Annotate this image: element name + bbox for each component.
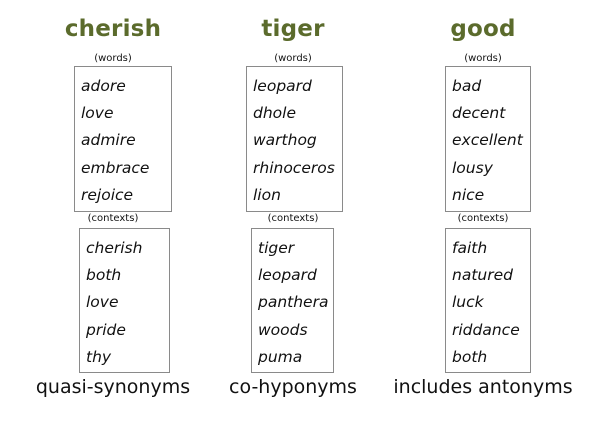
- words-box: bad decent excellent lousy nice: [445, 66, 531, 212]
- column-cherish: cherish (words) adore love admire embrac…: [23, 0, 203, 422]
- words-box: adore love admire embrace rejoice: [74, 66, 172, 212]
- context-item: pride: [86, 320, 126, 339]
- words-label: (words): [94, 53, 132, 64]
- word-item: excellent: [452, 131, 523, 150]
- context-item: panthera: [258, 293, 329, 312]
- context-item: both: [86, 266, 122, 285]
- word-item: lousy: [452, 158, 493, 177]
- column-tiger: tiger (words) leopard dhole warthog rhin…: [203, 0, 383, 422]
- word-item: nice: [452, 185, 485, 204]
- context-item: leopard: [258, 266, 317, 285]
- contexts-label: (contexts): [457, 213, 509, 224]
- contexts-label: (contexts): [87, 213, 139, 224]
- word-item: rejoice: [81, 185, 134, 204]
- word-item: warthog: [253, 131, 317, 150]
- word-item: lion: [253, 185, 281, 204]
- word-item: bad: [452, 77, 482, 95]
- context-item: tiger: [258, 239, 295, 257]
- word-item: embrace: [81, 158, 150, 177]
- context-item: love: [86, 293, 119, 312]
- column-title: cherish: [64, 16, 162, 42]
- words-label: (words): [464, 53, 502, 64]
- contexts-box: cherish both love pride thy: [79, 228, 170, 373]
- contexts-box: faith natured luck riddance both: [445, 228, 531, 373]
- context-item: faith: [452, 239, 488, 257]
- context-item: woods: [258, 320, 308, 339]
- word-item: dhole: [253, 104, 296, 123]
- word-item: decent: [452, 104, 506, 123]
- column-title: good: [450, 16, 516, 42]
- context-item: luck: [452, 293, 484, 312]
- column-good: good (words) bad decent excellent lousy …: [393, 0, 573, 422]
- word-item: love: [81, 104, 114, 123]
- contexts-box: tiger leopard panthera woods puma: [251, 228, 334, 373]
- column-caption: quasi-synonyms: [35, 376, 191, 398]
- word-item: rhinoceros: [253, 158, 335, 177]
- context-item: both: [452, 347, 488, 366]
- contexts-label: (contexts): [267, 213, 319, 224]
- context-item: riddance: [452, 320, 520, 339]
- context-item: thy: [86, 347, 112, 366]
- context-item: natured: [452, 266, 513, 285]
- column-caption: includes antonyms: [393, 376, 573, 398]
- words-label: (words): [274, 53, 312, 64]
- word-item: adore: [81, 77, 126, 95]
- word-item: admire: [81, 131, 136, 150]
- word-item: leopard: [253, 77, 312, 95]
- context-item: cherish: [86, 239, 143, 257]
- words-box: leopard dhole warthog rhinoceros lion: [246, 66, 343, 212]
- context-item: puma: [258, 347, 303, 366]
- column-caption: co-hyponyms: [229, 376, 357, 398]
- column-title: tiger: [261, 16, 325, 42]
